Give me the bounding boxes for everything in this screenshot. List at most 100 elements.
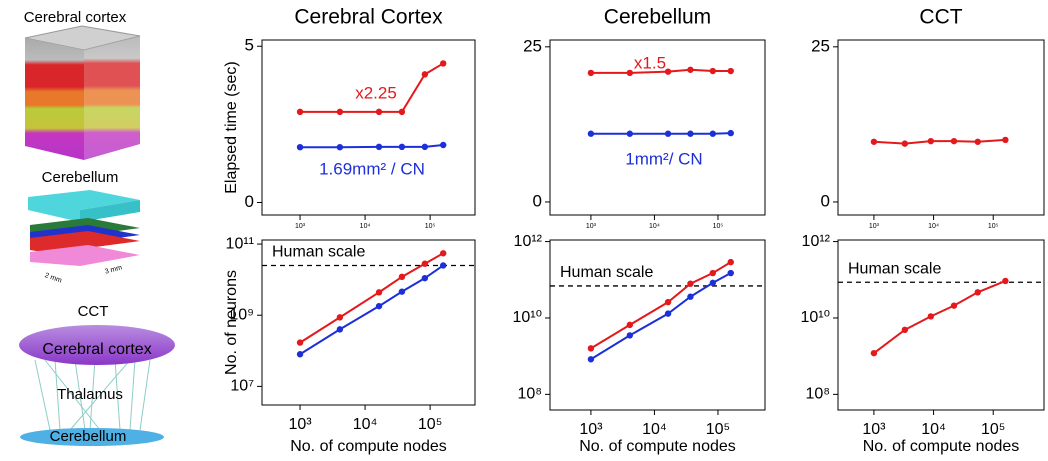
reference-label: Human scale bbox=[560, 264, 653, 281]
data-point bbox=[440, 60, 447, 67]
data-point bbox=[587, 345, 595, 352]
data-point bbox=[901, 326, 909, 334]
x-axis-label: No. of compute nodes bbox=[579, 438, 736, 455]
annotation: x2.25 bbox=[355, 83, 397, 102]
data-point bbox=[440, 262, 447, 269]
data-point bbox=[1002, 136, 1009, 144]
data-point bbox=[421, 274, 429, 282]
data-point bbox=[375, 289, 383, 296]
data-point bbox=[296, 339, 304, 346]
y-tick-label: 10¹² bbox=[802, 233, 831, 250]
data-point bbox=[727, 129, 734, 137]
x-tick-label: 10⁵ bbox=[981, 421, 1005, 438]
y-axis-label: No. of neurons bbox=[223, 270, 240, 375]
x-tick-label: 10⁴ bbox=[360, 223, 371, 230]
series-line bbox=[873, 280, 1006, 354]
data-point bbox=[398, 108, 406, 116]
x-tick-label: 10⁴ bbox=[642, 421, 667, 438]
data-point bbox=[375, 108, 383, 116]
data-point bbox=[398, 273, 406, 281]
series-line bbox=[299, 252, 444, 344]
annotation: x1.5 bbox=[634, 53, 666, 72]
scale-label: 2 mm bbox=[44, 272, 63, 285]
data-point bbox=[296, 108, 304, 116]
data-point bbox=[626, 130, 634, 137]
data-point bbox=[375, 143, 383, 151]
illustrations: Cerebral cortex Cerebellum 2 mm 3 mm CCT… bbox=[19, 9, 175, 446]
y-tick-label: 10¹² bbox=[514, 233, 543, 250]
y-tick-label: 10⁷ bbox=[230, 378, 254, 395]
data-point bbox=[727, 67, 734, 75]
illustration-label: Thalamus bbox=[57, 386, 123, 403]
data-point bbox=[709, 279, 717, 287]
y-tick-label: 0 bbox=[245, 192, 254, 211]
axes-frame bbox=[837, 239, 1045, 411]
slab bbox=[28, 190, 140, 222]
data-point bbox=[901, 140, 909, 147]
data-point bbox=[375, 302, 383, 310]
series-line bbox=[590, 272, 732, 361]
chart-title: Cerebral Cortex bbox=[294, 6, 443, 29]
x-axis-label: No. of compute nodes bbox=[863, 438, 1020, 455]
data-point bbox=[727, 269, 734, 277]
data-point bbox=[587, 130, 595, 137]
chart-title: CCT bbox=[919, 6, 962, 29]
data-point bbox=[336, 143, 344, 151]
x-tick-label: 10³ bbox=[586, 223, 597, 230]
x-tick-label: 10³ bbox=[295, 223, 306, 230]
series-line bbox=[300, 62, 444, 113]
x-tick-label: 10⁵ bbox=[425, 223, 436, 230]
reference-label: Human scale bbox=[848, 261, 941, 278]
data-point bbox=[709, 269, 717, 277]
data-point bbox=[927, 313, 935, 320]
data-point bbox=[336, 108, 344, 116]
illustration-label: Cerebral cortex bbox=[42, 341, 151, 358]
data-point bbox=[870, 349, 878, 357]
data-point bbox=[687, 130, 694, 137]
thalamic-fibers bbox=[34, 359, 151, 431]
y-tick-label: 10⁸ bbox=[805, 386, 830, 403]
data-point bbox=[421, 260, 429, 267]
data-point bbox=[421, 71, 429, 78]
reference-label: Human scale bbox=[272, 244, 365, 261]
data-point bbox=[398, 143, 406, 151]
illustration-label: CCT bbox=[78, 303, 109, 320]
axes-frame bbox=[549, 239, 766, 411]
y-tick-label: 0 bbox=[821, 191, 830, 210]
data-point bbox=[626, 321, 634, 329]
data-point bbox=[709, 67, 717, 75]
data-point bbox=[727, 258, 734, 266]
cerebellum-layer bbox=[20, 428, 164, 446]
slab bbox=[30, 245, 140, 266]
slab bbox=[80, 200, 140, 222]
x-tick-label: 10⁵ bbox=[706, 421, 730, 438]
x-tick-label: 10³ bbox=[862, 421, 886, 438]
illustration-label: Cerebral cortex bbox=[24, 9, 127, 26]
x-tick-label: 10⁴ bbox=[649, 223, 660, 230]
y-tick-label: 25 bbox=[523, 36, 542, 55]
x-tick-label: 10³ bbox=[579, 421, 603, 438]
x-tick-label: 10³ bbox=[288, 416, 312, 433]
data-point bbox=[440, 250, 447, 257]
scale-label: 3 mm bbox=[104, 264, 123, 275]
y-tick-label: 10¹⁰ bbox=[800, 309, 830, 326]
x-tick-label: 10⁵ bbox=[713, 223, 724, 230]
data-point bbox=[296, 143, 304, 151]
data-point bbox=[398, 288, 406, 295]
annotation: 1.69mm² / CN bbox=[319, 159, 425, 178]
data-point bbox=[587, 69, 595, 77]
data-point bbox=[664, 130, 672, 137]
y-tick-label: 10⁸ bbox=[517, 386, 542, 403]
data-point bbox=[687, 293, 694, 300]
chart-title: Cerebellum bbox=[604, 6, 711, 29]
data-point bbox=[336, 326, 344, 333]
x-tick-label: 10⁴ bbox=[928, 223, 939, 230]
y-tick-label: 10⁹ bbox=[229, 306, 254, 323]
x-tick-label: 10⁵ bbox=[418, 416, 442, 433]
annotation: 1mm²/ CN bbox=[625, 149, 702, 168]
data-point bbox=[709, 130, 717, 137]
axes-frame bbox=[549, 39, 766, 216]
data-point bbox=[296, 351, 304, 358]
y-axis-label: Elapsed time (sec) bbox=[223, 61, 240, 194]
